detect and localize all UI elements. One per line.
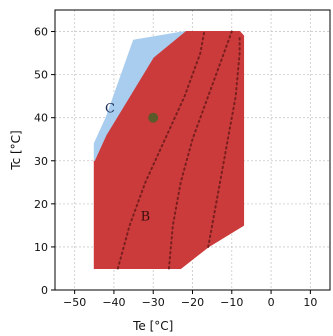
x-tick-label: −10 bbox=[220, 296, 243, 309]
y-tick-label: 10 bbox=[34, 241, 48, 254]
operating-points bbox=[148, 113, 158, 123]
region-b bbox=[94, 32, 243, 269]
region-b-label: B bbox=[141, 209, 151, 224]
x-tick-label: −30 bbox=[142, 296, 165, 309]
x-tick-label: 0 bbox=[268, 296, 275, 309]
x-tick-label: −20 bbox=[181, 296, 204, 309]
x-tick-label: −50 bbox=[63, 296, 86, 309]
y-tick-label: 0 bbox=[41, 284, 48, 297]
y-tick-label: 30 bbox=[34, 155, 48, 168]
y-tick-label: 60 bbox=[34, 26, 48, 39]
region-c-label: C bbox=[105, 102, 115, 117]
y-tick-label: 20 bbox=[34, 198, 48, 211]
y-tick-label: 50 bbox=[34, 69, 48, 82]
regions: BC bbox=[94, 32, 243, 269]
x-axis-label: Te [°C] bbox=[132, 319, 173, 333]
y-axis-label: Tc [°C] bbox=[9, 130, 23, 170]
x-tick-label: 10 bbox=[303, 296, 317, 309]
y-tick-label: 40 bbox=[34, 112, 48, 125]
operating-point bbox=[148, 113, 158, 123]
x-tick-label: −40 bbox=[102, 296, 125, 309]
